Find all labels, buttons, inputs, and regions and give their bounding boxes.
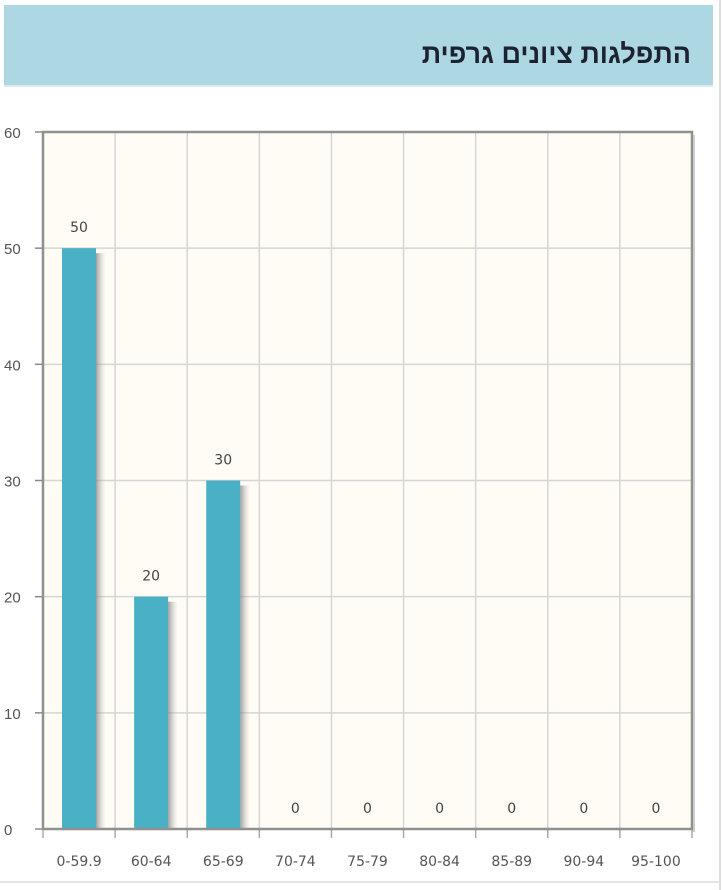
y-tick-label: 0 bbox=[4, 822, 12, 839]
x-tick-label: 95-100 bbox=[631, 854, 681, 870]
y-tick-label: 20 bbox=[4, 590, 21, 607]
bar-shadow bbox=[96, 253, 106, 829]
x-tick-label: 60-64 bbox=[131, 854, 172, 870]
x-tick-label: 90-94 bbox=[563, 854, 604, 870]
data-label: 0 bbox=[507, 801, 516, 817]
page-title: התפלגות ציונים גרפית bbox=[421, 39, 691, 69]
data-label: 50 bbox=[70, 220, 88, 236]
y-tick-label: 40 bbox=[4, 357, 21, 374]
data-label: 0 bbox=[363, 801, 372, 817]
x-tick-label: 65-69 bbox=[203, 854, 244, 870]
data-label: 0 bbox=[651, 801, 660, 817]
y-tick-label: 60 bbox=[4, 125, 21, 142]
x-tick-label: 80-84 bbox=[419, 854, 460, 870]
bar-shadow bbox=[240, 485, 251, 829]
bar bbox=[62, 248, 96, 829]
x-tick-label: 85-89 bbox=[491, 854, 532, 870]
data-label: 0 bbox=[579, 801, 588, 817]
y-tick-label: 30 bbox=[4, 474, 21, 491]
bar-shadow bbox=[168, 601, 179, 829]
y-tick-label: 50 bbox=[4, 241, 21, 258]
y-tick-label: 10 bbox=[4, 706, 21, 723]
bar bbox=[134, 596, 169, 829]
bar bbox=[206, 480, 241, 829]
data-label: 20 bbox=[142, 569, 160, 585]
x-tick-label: 0-59.9 bbox=[56, 854, 101, 870]
x-tick-label: 75-79 bbox=[347, 854, 388, 870]
data-label: 0 bbox=[291, 801, 300, 817]
x-tick-label: 70-74 bbox=[275, 854, 316, 870]
bottom-border bbox=[0, 881, 720, 883]
data-label: 0 bbox=[435, 801, 444, 817]
right-border bbox=[719, 0, 721, 890]
data-label: 30 bbox=[214, 453, 232, 469]
plot-border bbox=[41, 130, 694, 831]
title-banner: התפלגות ציונים גרפית bbox=[4, 5, 713, 87]
